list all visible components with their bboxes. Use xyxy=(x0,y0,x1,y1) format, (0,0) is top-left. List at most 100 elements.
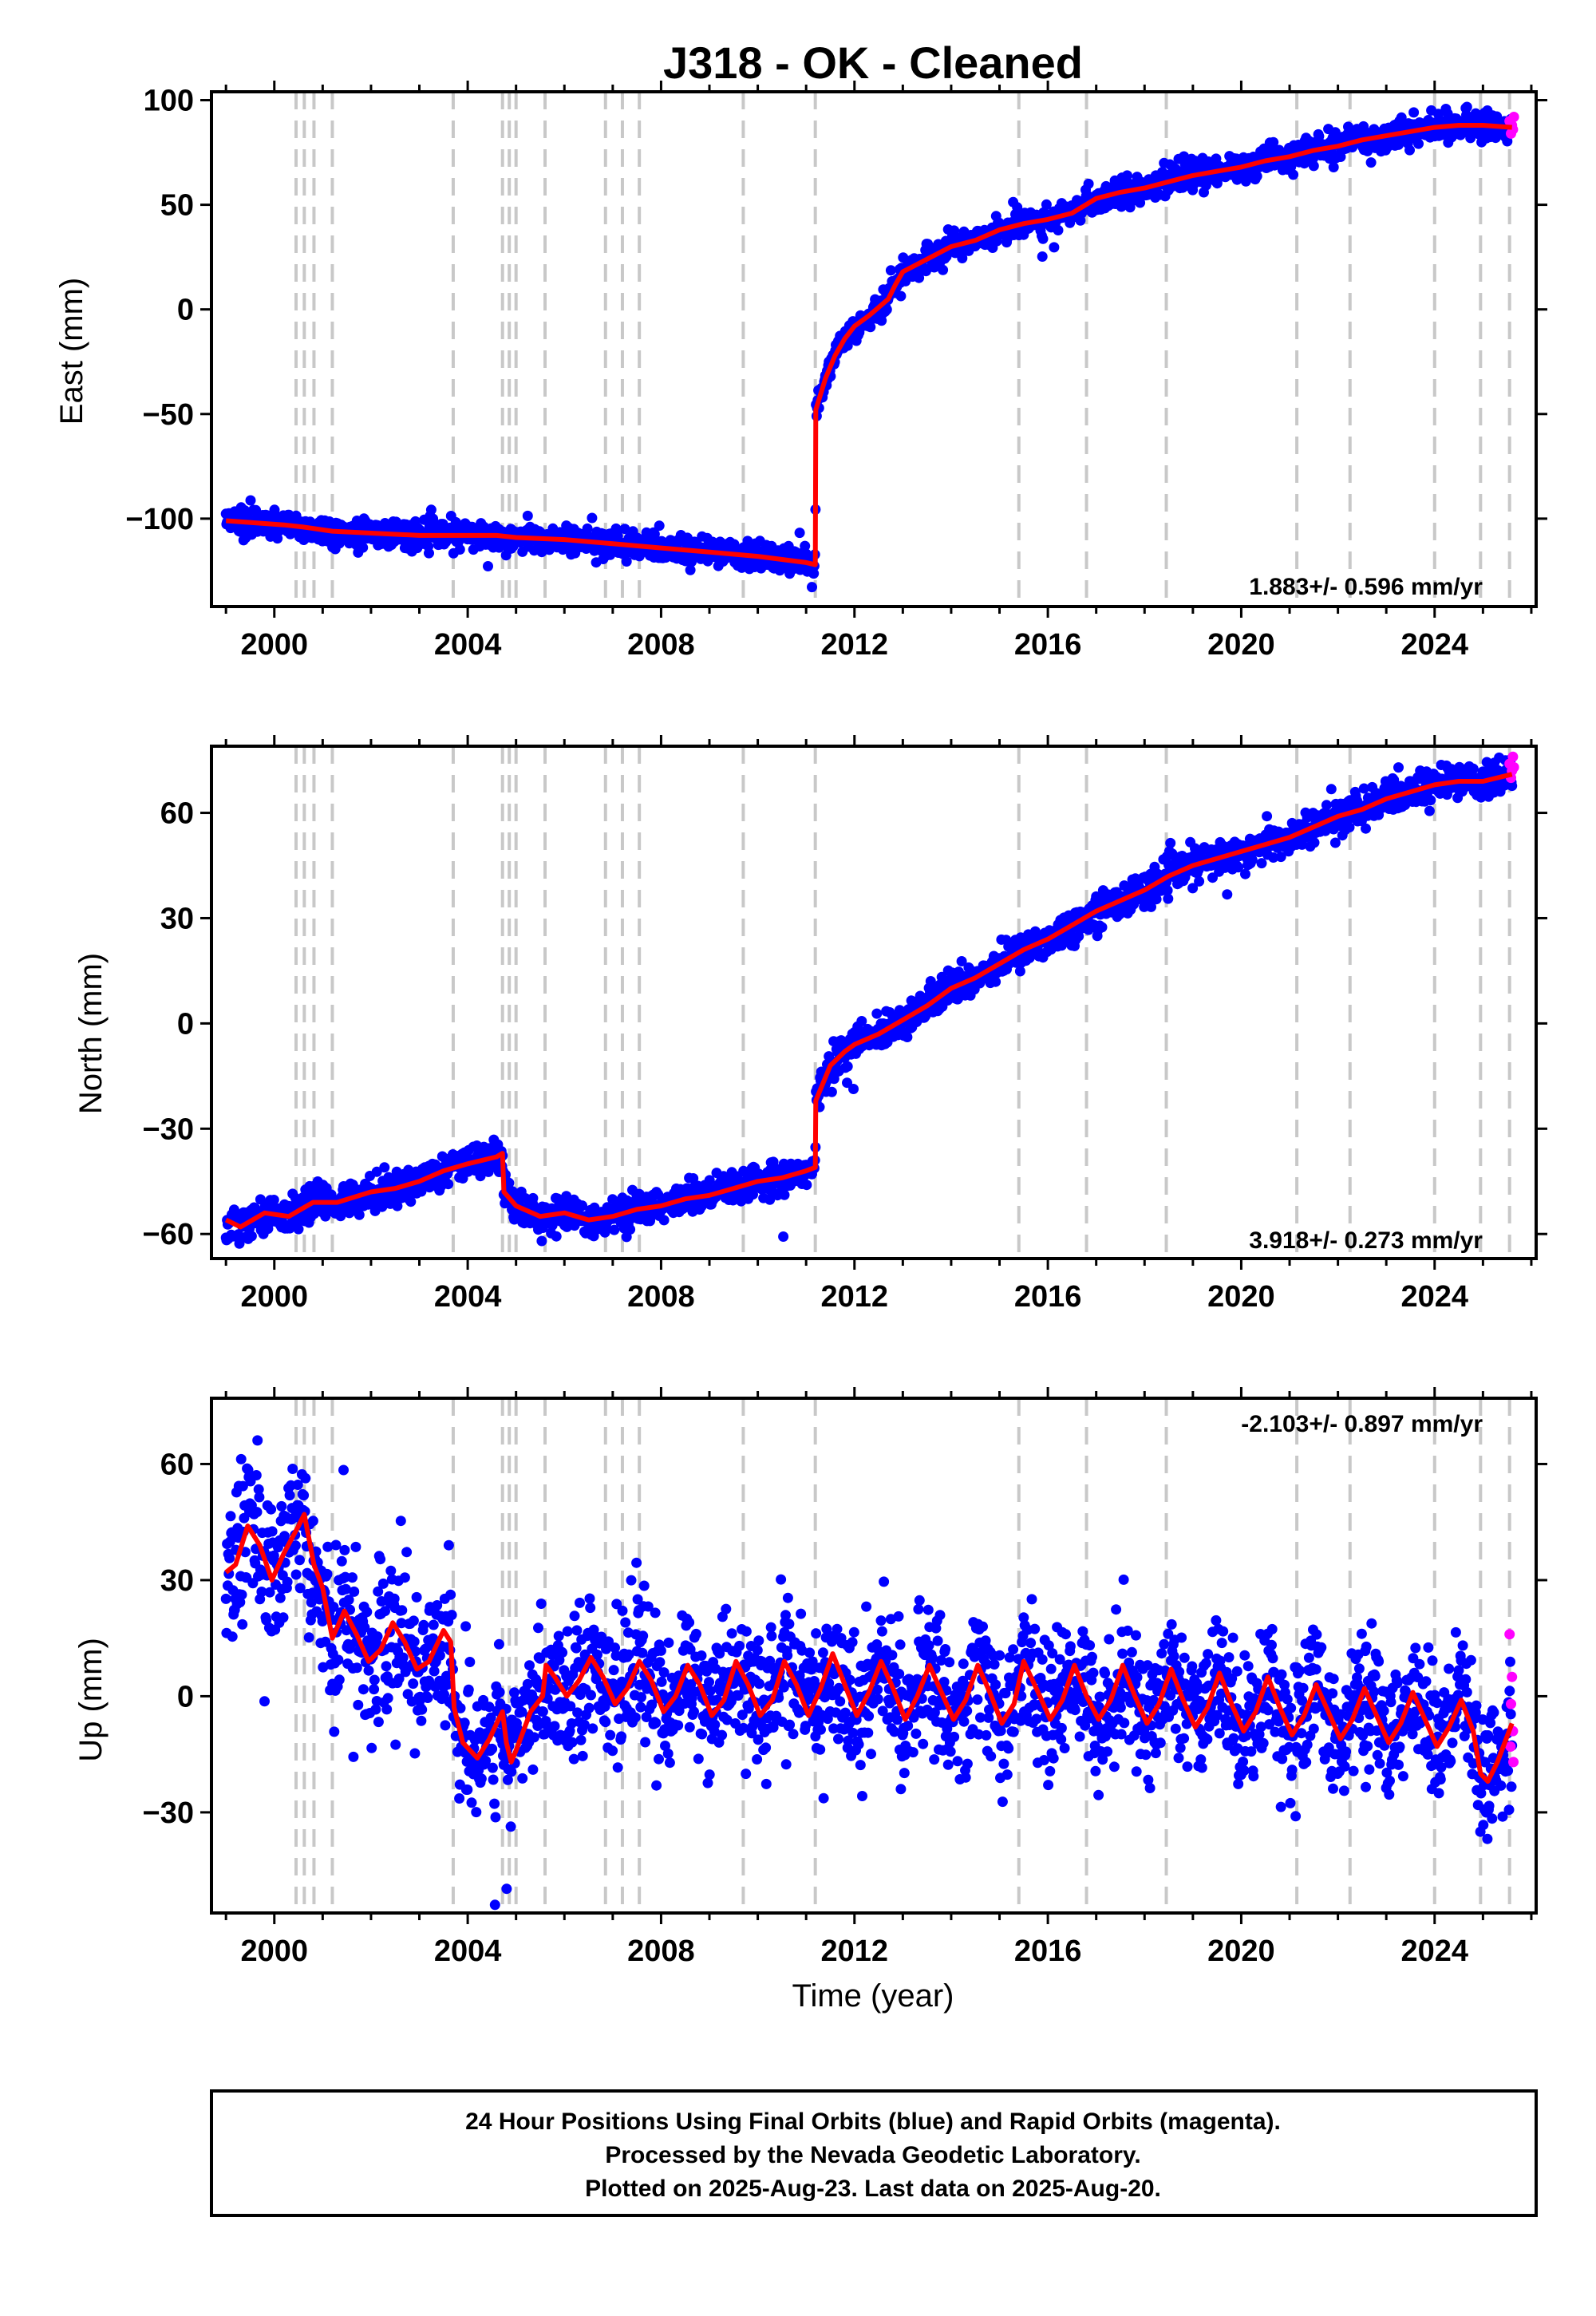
final-orbit-point xyxy=(881,304,892,315)
x-tick-label: 2016 xyxy=(1014,628,1082,662)
final-orbit-point xyxy=(307,1516,318,1527)
final-orbit-point xyxy=(409,1636,420,1647)
final-orbit-point xyxy=(251,1507,263,1518)
final-orbit-point xyxy=(807,582,817,593)
final-orbit-point xyxy=(1163,893,1174,904)
final-orbit-point xyxy=(1251,171,1262,182)
final-orbit-point xyxy=(245,495,256,506)
final-orbit-point xyxy=(225,1511,236,1522)
x-tick-label: 2004 xyxy=(434,1280,502,1314)
final-orbit-point xyxy=(1408,107,1420,118)
final-orbit-point xyxy=(1404,144,1415,156)
east-velocity-label: 1.883+/- 0.596 mm/yr xyxy=(1249,574,1483,600)
final-orbit-point xyxy=(842,1061,853,1072)
final-orbit-point xyxy=(949,225,960,236)
final-orbit-point xyxy=(333,1654,344,1666)
final-orbit-point xyxy=(826,1086,837,1097)
x-tick-label: 2012 xyxy=(820,628,888,662)
final-orbit-point xyxy=(425,504,437,516)
final-orbit-point xyxy=(349,1586,360,1597)
final-orbit-point xyxy=(902,1032,913,1042)
y-tick-label: 30 xyxy=(160,902,194,935)
final-orbit-point xyxy=(417,1704,428,1715)
north-velocity-label: 3.918+/- 0.273 mm/yr xyxy=(1249,1227,1483,1254)
final-orbit-point xyxy=(375,1554,386,1565)
final-orbit-point xyxy=(390,1739,401,1750)
final-orbit-point xyxy=(401,1547,413,1558)
final-orbit-point xyxy=(300,1472,311,1484)
final-orbit-point xyxy=(377,1578,389,1589)
final-orbit-point xyxy=(246,1231,257,1242)
final-orbit-point xyxy=(619,524,630,535)
east-final-orbit-points xyxy=(220,101,1518,593)
final-orbit-point xyxy=(654,520,665,532)
final-orbit-point xyxy=(1037,251,1048,262)
final-orbit-point xyxy=(267,1526,278,1537)
final-orbit-point xyxy=(582,523,593,534)
final-orbit-point xyxy=(334,1674,345,1686)
final-orbit-point xyxy=(336,1555,347,1567)
up-event-lines xyxy=(294,1398,1511,1913)
north-y-axis-label: North (mm) xyxy=(73,953,109,1114)
y-tick-label: −30 xyxy=(143,1113,194,1146)
final-orbit-point xyxy=(621,556,632,567)
final-orbit-point xyxy=(454,544,465,555)
final-orbit-point xyxy=(358,542,369,553)
up-y-axis-label: Up (mm) xyxy=(73,1638,109,1762)
final-orbit-point xyxy=(408,1678,419,1690)
final-orbit-point xyxy=(397,1605,408,1616)
final-orbit-point xyxy=(259,1696,270,1707)
final-orbit-point xyxy=(330,1539,342,1551)
final-orbit-point xyxy=(1468,763,1479,774)
final-orbit-point xyxy=(275,1592,286,1603)
final-orbit-point xyxy=(885,265,896,276)
final-orbit-point xyxy=(842,340,853,351)
final-orbit-point xyxy=(612,531,623,542)
final-orbit-point xyxy=(1461,101,1472,113)
final-orbit-point xyxy=(339,1544,350,1555)
final-orbit-point xyxy=(235,1453,247,1464)
final-orbit-point xyxy=(658,1215,670,1226)
final-orbit-point xyxy=(443,1179,454,1190)
final-orbit-point xyxy=(369,1674,380,1686)
final-orbit-point xyxy=(1365,157,1377,168)
final-orbit-point xyxy=(1425,795,1436,806)
final-orbit-point xyxy=(361,1607,373,1618)
x-tick-label: 2004 xyxy=(434,628,502,662)
north-final-orbit-points xyxy=(220,752,1518,1249)
final-orbit-point xyxy=(338,1464,349,1476)
x-tick-label: 2024 xyxy=(1401,1280,1469,1314)
final-orbit-point xyxy=(408,1615,419,1626)
final-orbit-point xyxy=(379,1162,390,1173)
final-orbit-point xyxy=(729,539,740,550)
final-orbit-point xyxy=(778,1231,789,1242)
final-orbit-point xyxy=(536,1235,547,1247)
y-tick-label: −50 xyxy=(143,398,194,432)
final-orbit-point xyxy=(914,272,925,283)
final-orbit-point xyxy=(1262,811,1273,822)
final-orbit-point xyxy=(416,1715,427,1726)
y-tick-label: −60 xyxy=(143,1218,194,1251)
final-orbit-point xyxy=(1308,160,1319,172)
final-orbit-point xyxy=(322,1568,333,1579)
final-orbit-point xyxy=(395,1516,406,1527)
final-orbit-point xyxy=(276,1500,287,1512)
final-orbit-point xyxy=(372,1631,383,1642)
final-orbit-point xyxy=(294,1555,305,1566)
up-final-orbit-points xyxy=(220,1435,1518,1911)
rapid-orbit-point xyxy=(1507,751,1519,762)
final-orbit-point xyxy=(1309,837,1320,848)
final-orbit-point xyxy=(1256,858,1267,869)
final-orbit-point xyxy=(353,1699,364,1710)
final-orbit-point xyxy=(1053,225,1064,235)
y-tick-label: 60 xyxy=(160,797,194,831)
final-orbit-point xyxy=(381,1661,392,1672)
final-orbit-point xyxy=(1165,837,1176,848)
final-orbit-point xyxy=(224,1552,235,1563)
east-model-line xyxy=(225,123,1512,567)
final-orbit-point xyxy=(1246,855,1258,865)
y-tick-label: −100 xyxy=(125,503,194,536)
final-orbit-point xyxy=(278,1612,289,1623)
